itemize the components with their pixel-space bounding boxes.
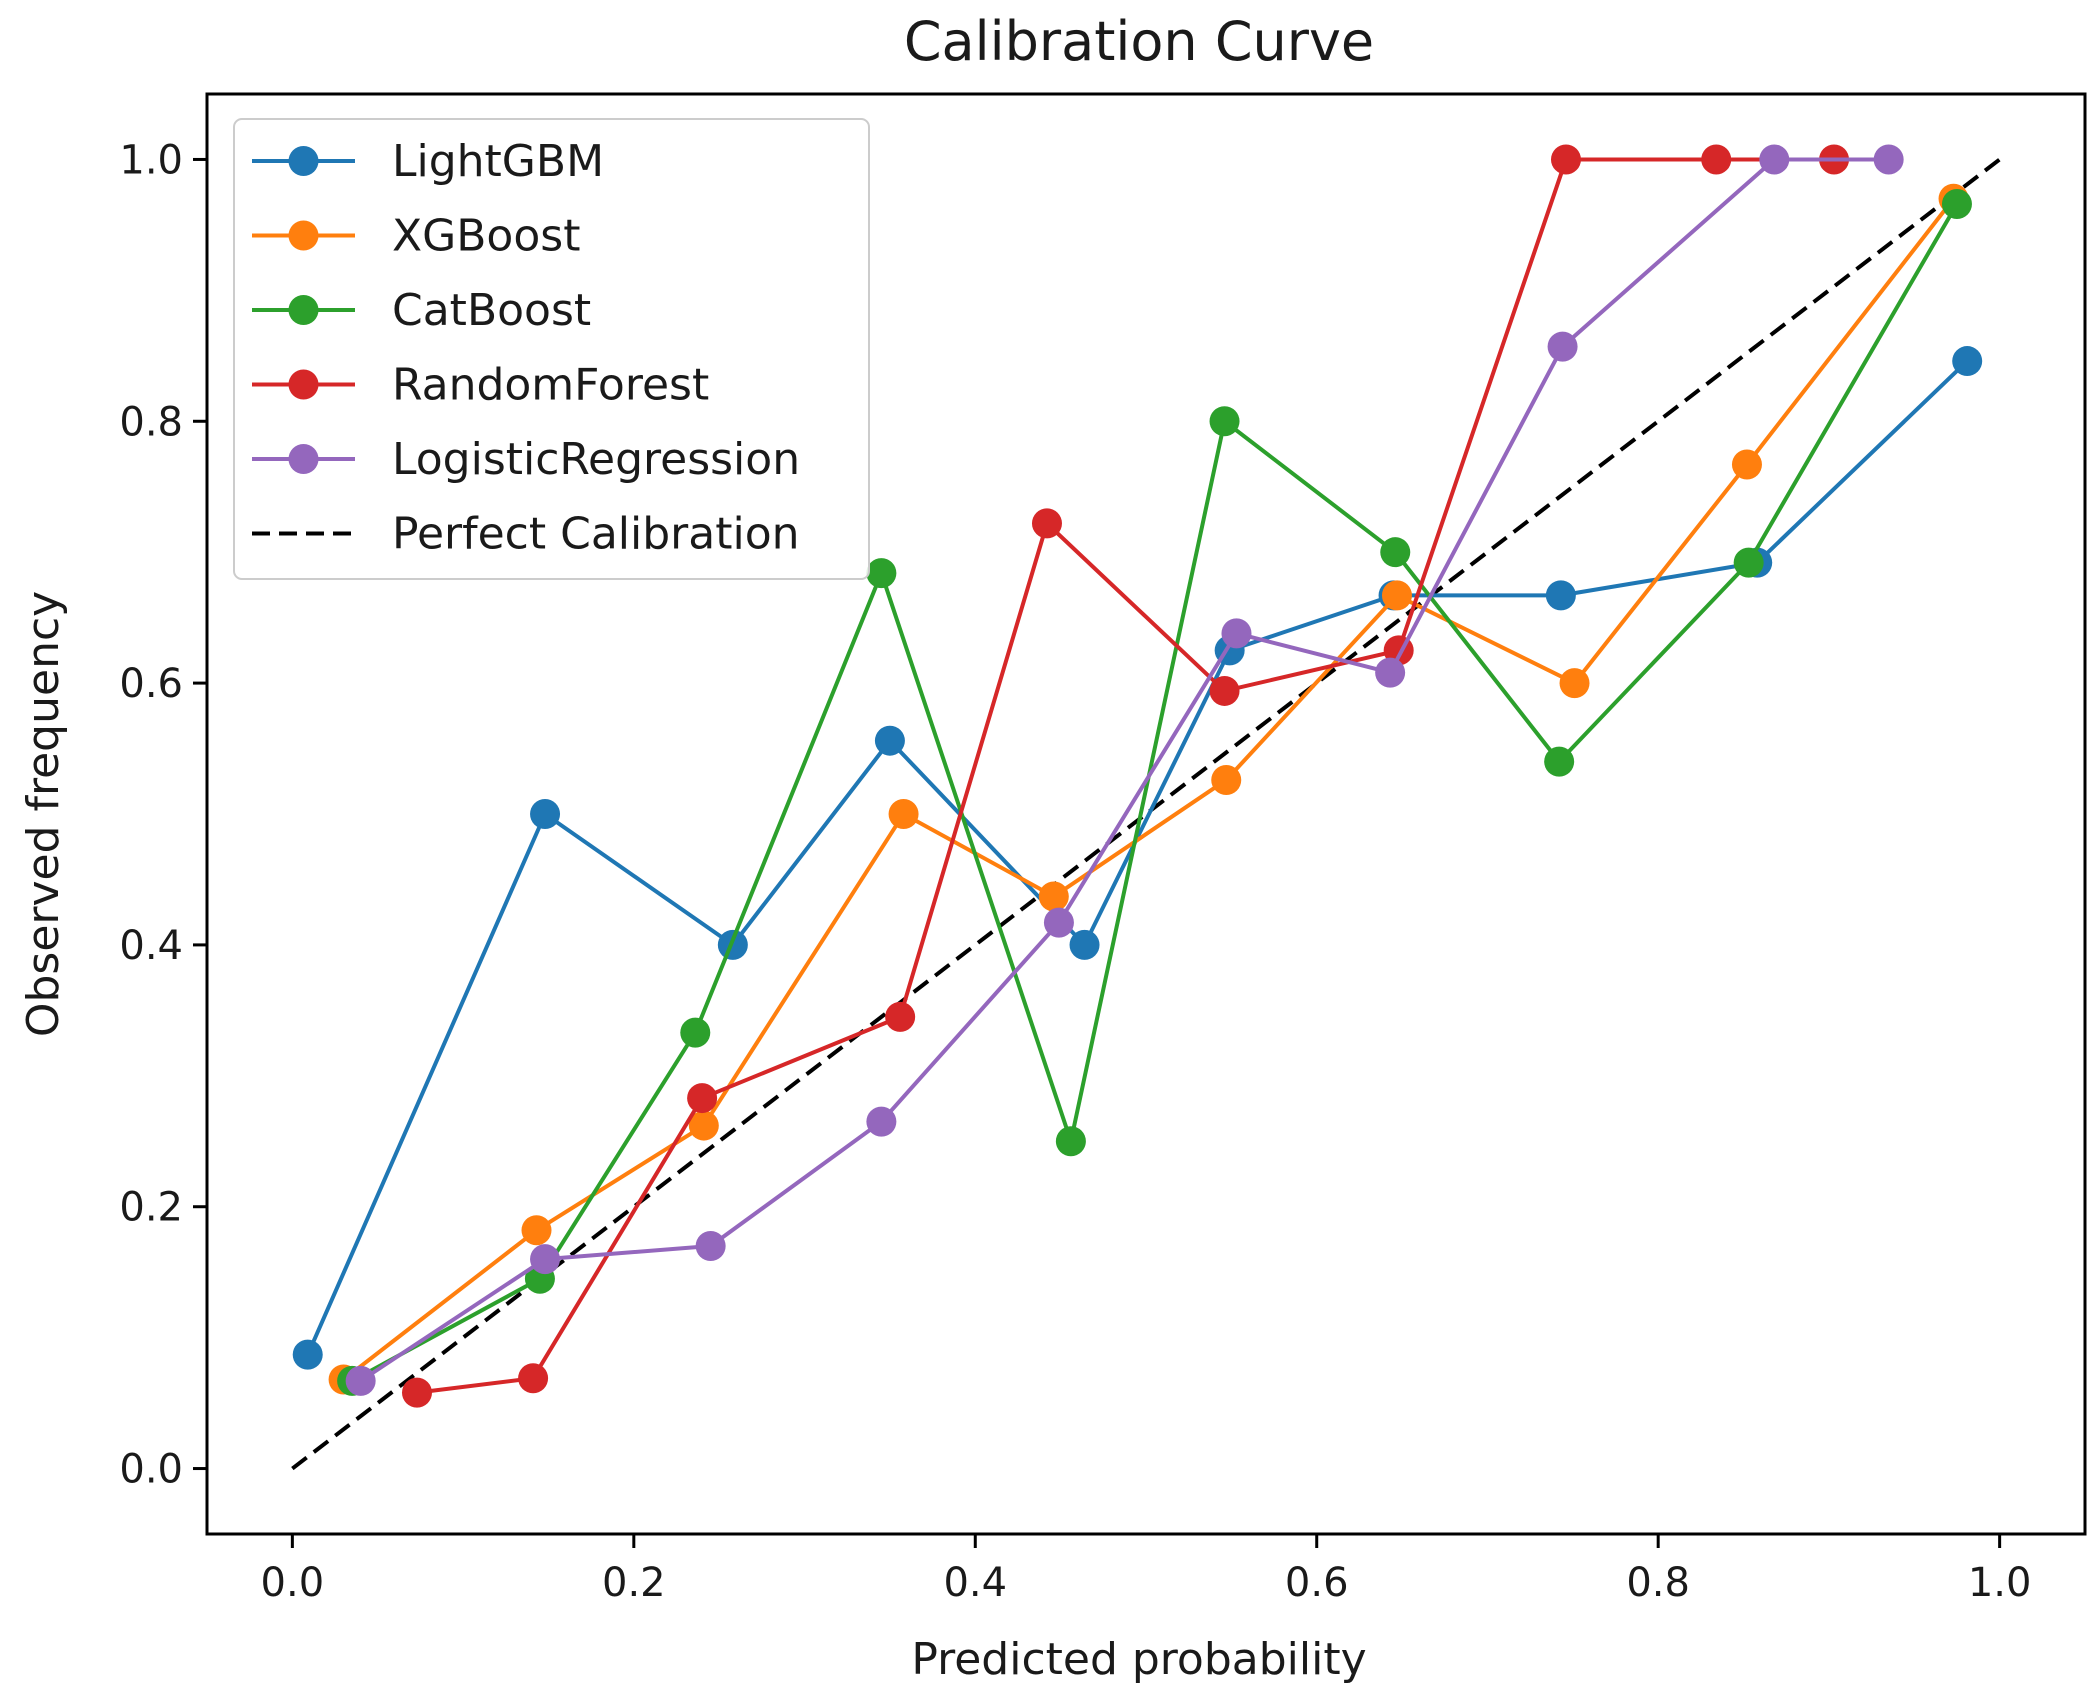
legend-item-catboost: CatBoost — [252, 285, 591, 336]
series-layer — [292, 144, 1983, 1408]
y-tick-label: 0.6 — [119, 661, 183, 707]
data-point — [1701, 144, 1732, 175]
legend-label: CatBoost — [392, 285, 591, 336]
data-point — [1547, 331, 1578, 362]
data-point — [401, 1377, 432, 1408]
legend-marker — [288, 444, 319, 474]
legend-box — [233, 118, 870, 580]
x-tick-label: 0.2 — [602, 1560, 666, 1606]
data-point — [866, 1106, 897, 1137]
x-tick-label: 0.6 — [1285, 1560, 1349, 1606]
data-point — [530, 799, 561, 829]
plot-frame — [205, 92, 2087, 1536]
x-tick-label: 0.0 — [261, 1560, 325, 1606]
reference-line-layer — [291, 157, 2001, 1471]
legend-item-perfect-calibration: Perfect Calibration — [252, 509, 800, 560]
data-point — [1209, 406, 1240, 437]
x-tick-label: 0.8 — [1626, 1560, 1690, 1606]
data-point — [680, 1017, 711, 1048]
axis-ticks: 0.0 0.2 0.4 0.6 0.8 1.0 0.0 0.2 0.4 0.6 0.8 1.0 — [119, 137, 2031, 1606]
legend-item-lightgbm: LightGBM — [252, 136, 604, 187]
data-point — [1221, 618, 1252, 649]
legend-marker — [288, 146, 319, 176]
data-point — [1952, 346, 1983, 377]
legend-items: LightGBM XGBoost CatBoost RandomForest Logis… — [252, 136, 800, 560]
data-point — [695, 1231, 726, 1261]
legend-label: RandomForest — [392, 360, 709, 411]
data-point — [885, 1001, 916, 1032]
data-point — [1380, 537, 1411, 568]
x-tick-label: 1.0 — [1968, 1560, 2032, 1606]
data-point — [1873, 144, 1904, 175]
data-point — [1031, 508, 1062, 539]
data-point — [292, 1339, 323, 1370]
data-point — [1209, 675, 1240, 706]
legend-item-logisticregression: LogisticRegression — [252, 434, 800, 485]
data-point — [688, 1110, 719, 1141]
data-point — [1069, 929, 1100, 960]
data-point — [1038, 881, 1069, 912]
data-point — [1544, 746, 1575, 777]
y-tick-label: 0.2 — [119, 1185, 183, 1231]
data-point — [530, 1244, 561, 1275]
data-point — [1550, 144, 1581, 175]
legend-label: LightGBM — [392, 136, 604, 187]
series-line-xgboost — [342, 197, 1956, 1382]
legend: LightGBM XGBoost CatBoost RandomForest Logis… — [233, 118, 870, 580]
legend-label: XGBoost — [392, 211, 580, 262]
data-point — [866, 558, 897, 589]
data-point — [1043, 907, 1074, 938]
data-point — [687, 1083, 718, 1114]
data-point — [1941, 188, 1972, 219]
legend-item-xgboost: XGBoost — [252, 211, 580, 262]
y-tick-label: 0.0 — [119, 1447, 183, 1493]
perfect-calibration-line — [291, 157, 2001, 1471]
data-point — [521, 1215, 552, 1246]
legend-marker — [288, 369, 319, 400]
series-logisticregression — [345, 144, 1904, 1396]
data-point — [345, 1365, 376, 1396]
legend-label: Perfect Calibration — [392, 509, 800, 560]
x-axis-label: Predicted probability — [911, 1634, 1366, 1685]
chart-title: Calibration Curve — [904, 10, 1374, 73]
legend-marker — [288, 220, 319, 251]
data-point — [1375, 657, 1406, 688]
data-point — [1731, 449, 1762, 480]
data-point — [1055, 1126, 1086, 1157]
series-randomforest — [401, 144, 1850, 1408]
data-point — [1733, 547, 1764, 578]
series-line-randomforest — [416, 157, 1835, 1395]
x-tick-label: 0.4 — [943, 1560, 1007, 1606]
data-point — [518, 1363, 549, 1394]
y-tick-label: 1.0 — [119, 137, 183, 183]
data-point — [1211, 764, 1242, 795]
data-point — [1559, 668, 1590, 699]
legend-marker — [288, 295, 319, 325]
data-point — [874, 725, 905, 756]
y-tick-label: 0.8 — [119, 399, 183, 445]
series-line-logisticregression — [359, 157, 1889, 1383]
legend-item-randomforest: RandomForest — [252, 360, 709, 411]
y-axis-label: Observed frequency — [18, 591, 69, 1037]
y-tick-label: 0.4 — [119, 923, 183, 969]
data-point — [888, 799, 919, 829]
data-point — [1759, 144, 1790, 175]
data-point — [1545, 580, 1576, 611]
data-point — [1381, 580, 1412, 611]
legend-label: LogisticRegression — [392, 434, 800, 485]
